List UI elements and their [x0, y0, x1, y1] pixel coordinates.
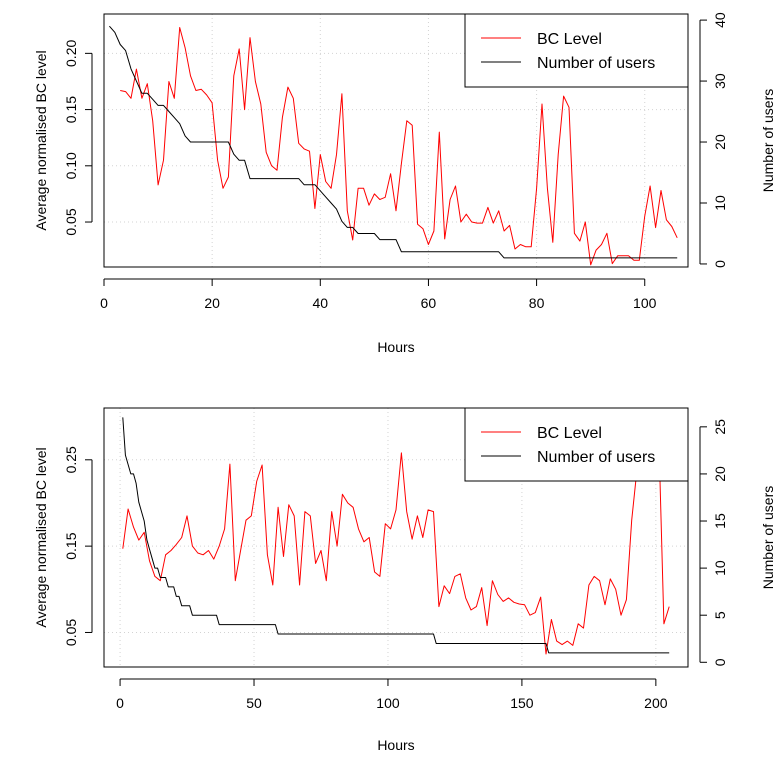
legend-box	[464, 13, 689, 88]
y2-tick-label: 10	[712, 560, 728, 576]
y-tick-label: 0.20	[63, 40, 79, 67]
legend-label: BC Level	[537, 31, 602, 48]
y2-tick-label: 15	[712, 513, 728, 529]
legend-box	[464, 407, 689, 482]
users-series-line	[122, 417, 670, 654]
x-tick-label: 60	[421, 295, 437, 311]
bc-level-series-line	[120, 27, 678, 266]
y-tick-label: 0.10	[63, 152, 79, 179]
legend-label: Number of users	[537, 55, 655, 72]
y2-tick-label: 30	[712, 73, 728, 89]
bc-level-series-line	[122, 417, 670, 655]
plot-frame	[103, 13, 689, 268]
y-axis-title: Average normalised BC level	[33, 50, 49, 230]
x-tick-label: 150	[510, 695, 534, 711]
y-tick-label: 0.05	[63, 208, 79, 235]
users-series-line	[109, 25, 678, 259]
y2-tick-label: 25	[712, 419, 728, 435]
x-tick-label: 80	[529, 295, 545, 311]
x-tick-label: 50	[246, 695, 262, 711]
y2-tick-label: 10	[712, 195, 728, 211]
y2-tick-label: 5	[712, 611, 728, 619]
y-tick-label: 0.15	[63, 532, 79, 559]
y2-tick-label: 20	[712, 466, 728, 482]
y2-tick-label: 20	[712, 134, 728, 150]
y2-tick-label: 40	[712, 12, 728, 28]
x-tick-label: 40	[313, 295, 329, 311]
x-axis-title: Hours	[377, 339, 414, 355]
y2-tick-label: 0	[712, 658, 728, 666]
x-axis-title: Hours	[377, 737, 414, 753]
x-tick-label: 100	[376, 695, 400, 711]
x-tick-label: 20	[204, 295, 220, 311]
y-axis-title: Average normalised BC level	[33, 447, 49, 627]
legend-label: Number of users	[537, 449, 655, 466]
x-tick-label: 0	[116, 695, 124, 711]
x-tick-label: 200	[644, 695, 668, 711]
plot-frame	[103, 407, 689, 668]
y-tick-label: 0.25	[63, 446, 79, 473]
legend-label: BC Level	[537, 425, 602, 442]
x-tick-label: 100	[633, 295, 657, 311]
y-tick-label: 0.15	[63, 96, 79, 123]
y2-axis-title: Number of users	[760, 89, 776, 192]
x-tick-label: 0	[100, 295, 108, 311]
y-tick-label: 0.05	[63, 619, 79, 646]
chart-top: 0 20 40 60 80 100Hours0.050.100.150.20Average…	[33, 12, 776, 355]
y2-axis-title: Number of users	[760, 486, 776, 589]
y2-tick-label: 0	[712, 260, 728, 268]
